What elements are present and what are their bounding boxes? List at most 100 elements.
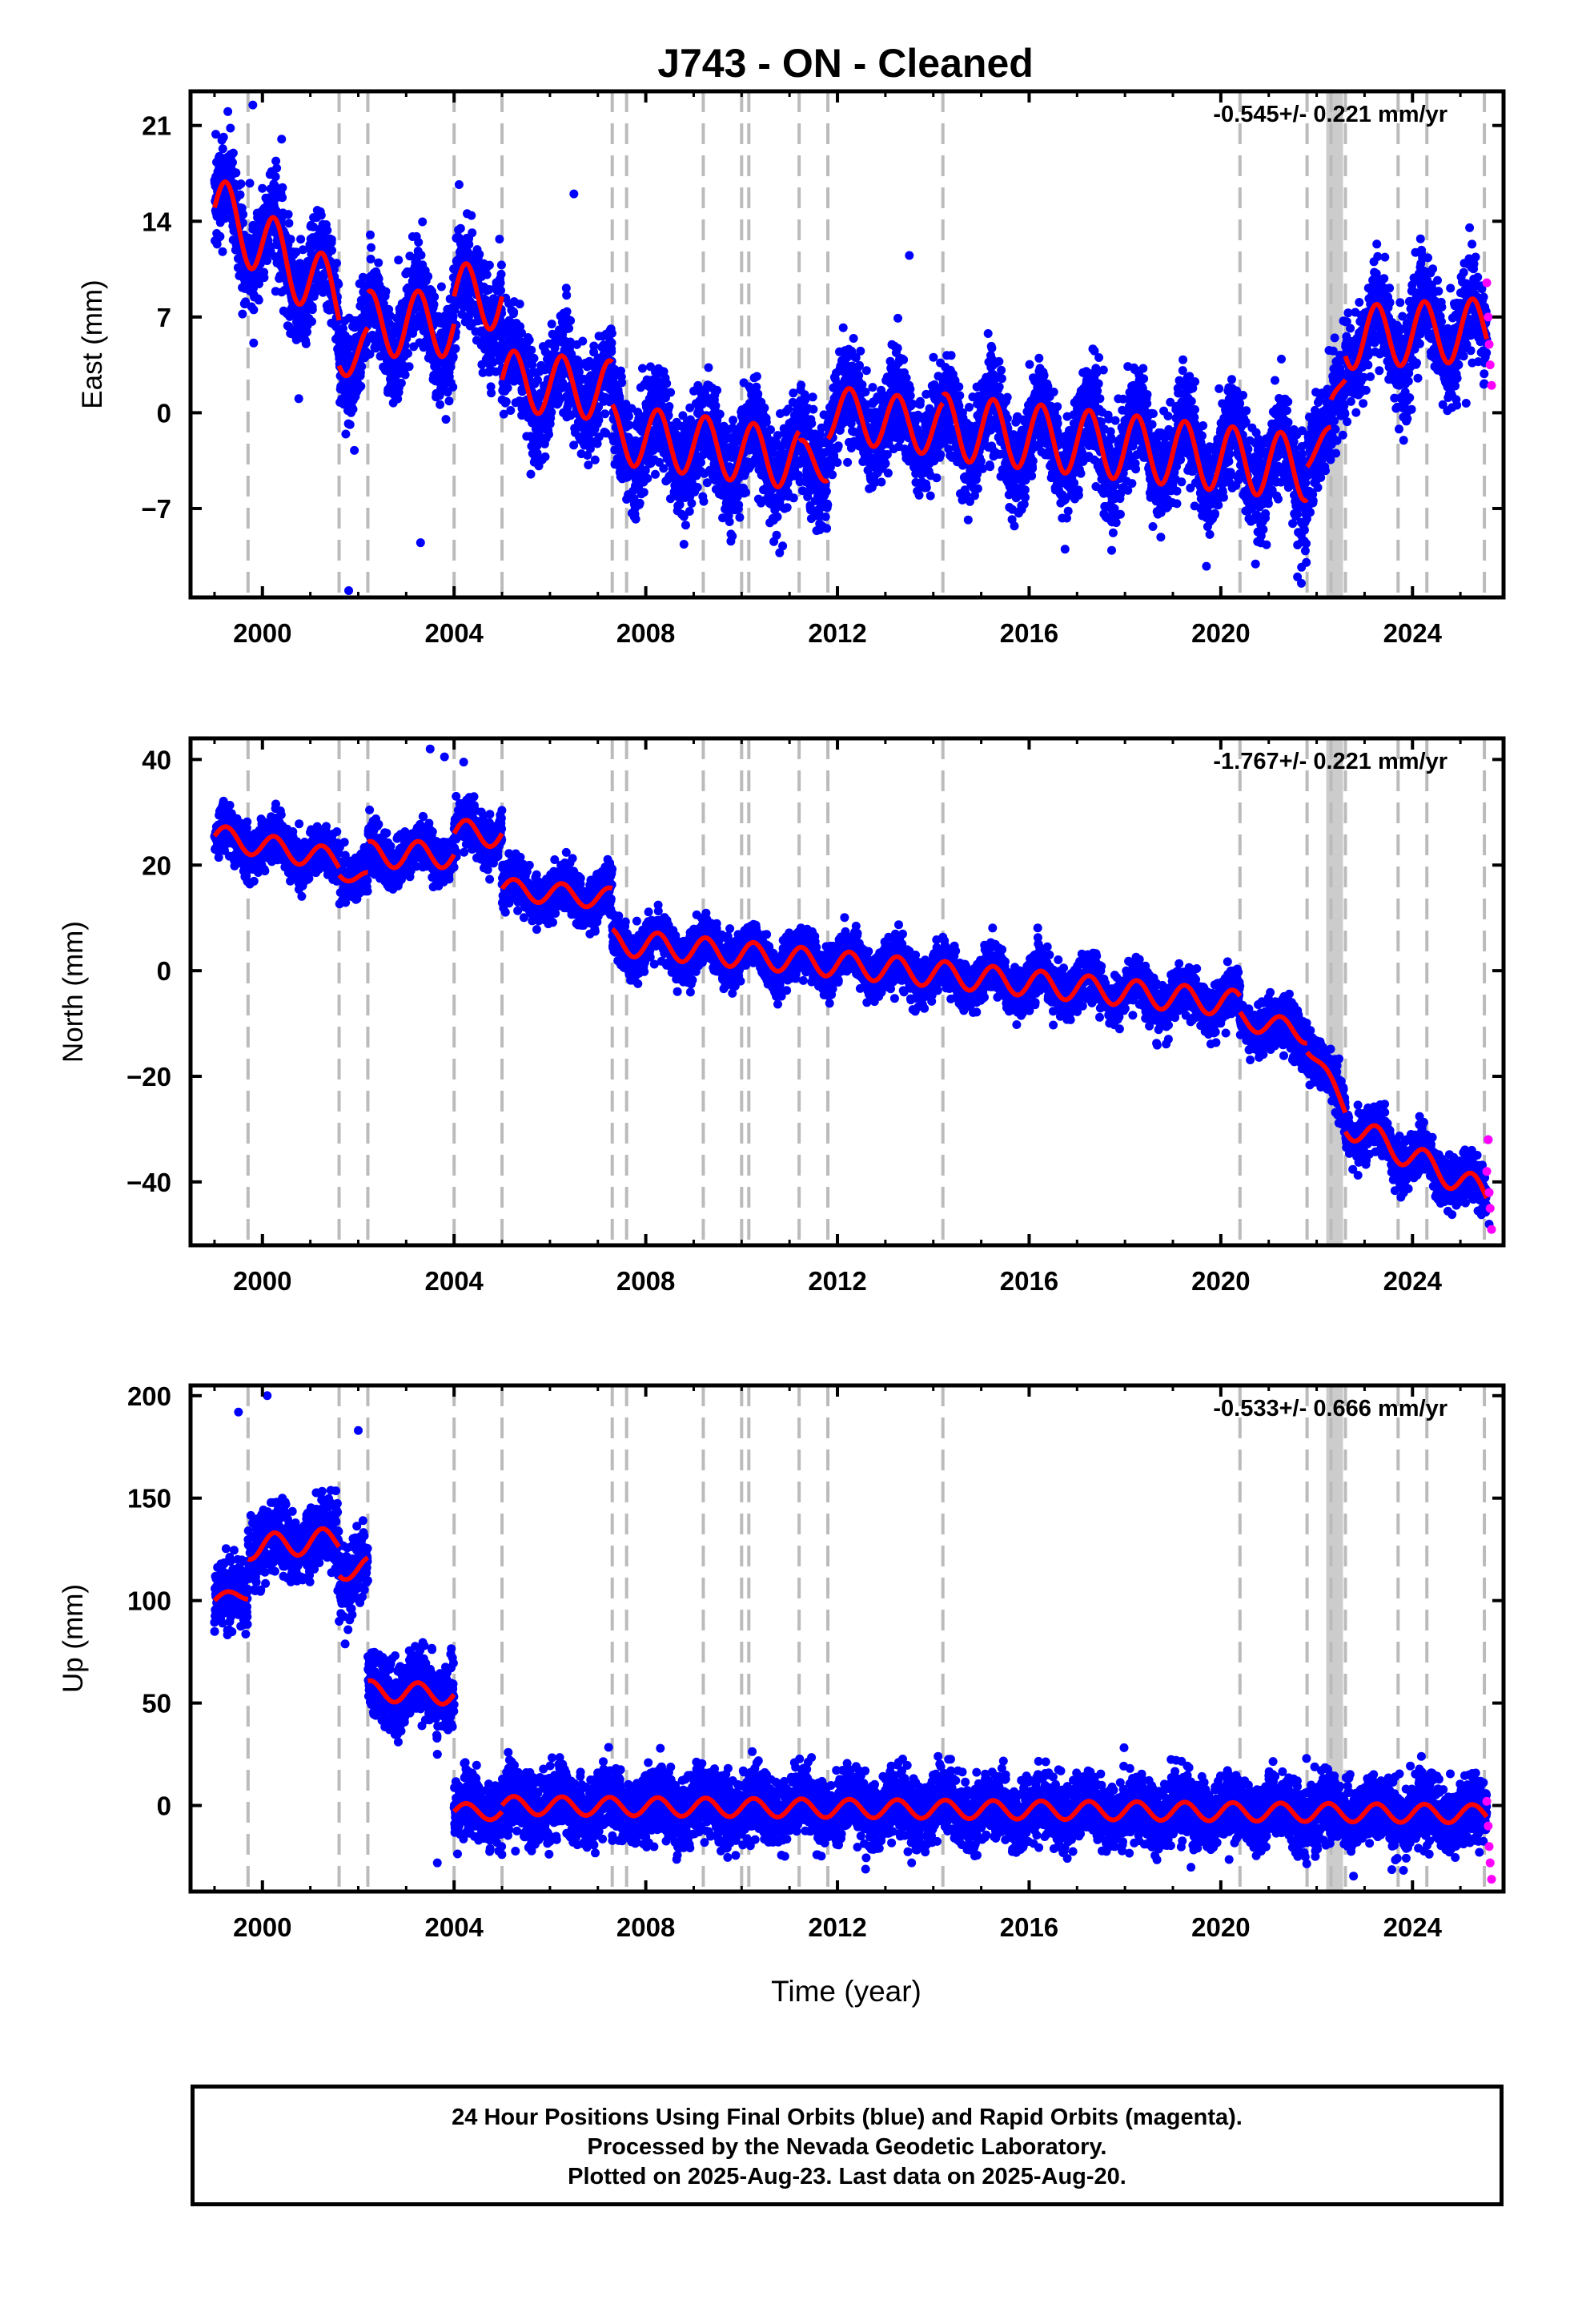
data-point — [753, 389, 763, 399]
data-point — [828, 470, 837, 480]
data-point — [849, 334, 858, 343]
data-point — [752, 372, 761, 381]
data-point — [854, 371, 864, 380]
data-point — [562, 291, 572, 300]
data-point — [307, 305, 317, 315]
data-point — [685, 507, 694, 516]
data-point — [760, 403, 769, 412]
data-point — [284, 322, 294, 332]
data-point — [228, 148, 238, 158]
data-point — [491, 367, 500, 376]
east-plot-area — [210, 91, 1496, 597]
data-point — [509, 308, 519, 316]
data-point — [624, 420, 634, 430]
data-point — [367, 243, 375, 252]
data-point — [590, 455, 600, 464]
data-point — [987, 344, 997, 353]
data-point — [782, 503, 792, 513]
data-point — [893, 344, 902, 353]
data-point — [441, 415, 451, 424]
data-point — [833, 458, 842, 467]
data-point — [218, 247, 227, 256]
data-point — [915, 396, 925, 406]
data-point — [499, 409, 508, 419]
data-point — [566, 316, 576, 325]
data-point — [396, 378, 406, 388]
data-point — [589, 341, 599, 351]
data-point — [807, 419, 817, 428]
data-point — [529, 353, 539, 363]
data-point — [496, 286, 505, 296]
data-point — [547, 320, 556, 329]
data-point — [487, 388, 496, 398]
data-point — [662, 379, 672, 388]
data-point — [983, 329, 993, 338]
data-point — [436, 400, 445, 409]
data-point — [258, 183, 267, 193]
data-point — [381, 287, 391, 296]
data-point — [929, 352, 938, 362]
data-point — [215, 231, 225, 241]
data-point — [468, 228, 477, 238]
data-point — [506, 406, 516, 415]
data-point — [635, 498, 644, 508]
data-point — [296, 235, 306, 244]
data-point — [973, 484, 982, 493]
data-point — [822, 524, 832, 533]
data-point — [856, 346, 865, 356]
data-point — [639, 488, 648, 497]
data-point — [761, 417, 771, 427]
data-point — [231, 168, 241, 178]
data-point — [301, 339, 311, 348]
data-point — [436, 282, 446, 292]
data-point — [965, 403, 974, 412]
data-point — [310, 289, 319, 299]
data-point — [734, 501, 744, 509]
data-point — [503, 383, 512, 392]
data-point — [697, 458, 705, 467]
data-point — [617, 378, 627, 388]
data-point — [877, 477, 886, 487]
data-point — [681, 521, 690, 530]
data-point — [486, 382, 496, 392]
data-point — [735, 513, 745, 522]
data-point — [766, 425, 775, 435]
data-point — [715, 409, 725, 419]
data-point — [414, 238, 424, 247]
data-point — [666, 388, 676, 397]
data-point — [994, 356, 1004, 366]
data-point — [223, 107, 233, 116]
data-point — [220, 214, 230, 223]
data-point — [600, 409, 610, 419]
data-point — [484, 260, 494, 270]
data-point — [241, 297, 251, 307]
data-point — [921, 483, 931, 493]
data-point — [994, 382, 1004, 392]
data-point — [339, 324, 347, 333]
data-point — [365, 349, 375, 359]
data-point — [496, 278, 505, 287]
data-point — [424, 271, 433, 281]
east-panel: 2000 2004 2008 2012 2016 2020 2024−7071421East… — [77, 89, 1506, 648]
data-point — [955, 391, 965, 400]
data-point — [823, 500, 833, 509]
data-point — [496, 269, 506, 279]
data-point — [357, 362, 367, 372]
data-point — [861, 366, 871, 376]
data-point — [366, 230, 375, 239]
data-point — [416, 251, 426, 260]
data-point — [883, 468, 893, 478]
data-point — [316, 211, 326, 220]
data-point — [448, 382, 458, 392]
data-point — [495, 235, 504, 244]
data-point — [393, 394, 403, 404]
data-point — [544, 429, 553, 439]
data-point — [687, 499, 697, 508]
data-point — [728, 532, 737, 541]
data-point — [517, 328, 526, 338]
data-point — [348, 404, 358, 414]
data-point — [532, 448, 542, 458]
data-point — [843, 457, 853, 467]
chart-title: J743 - ON - Cleaned — [657, 41, 1034, 86]
data-point — [936, 450, 946, 460]
